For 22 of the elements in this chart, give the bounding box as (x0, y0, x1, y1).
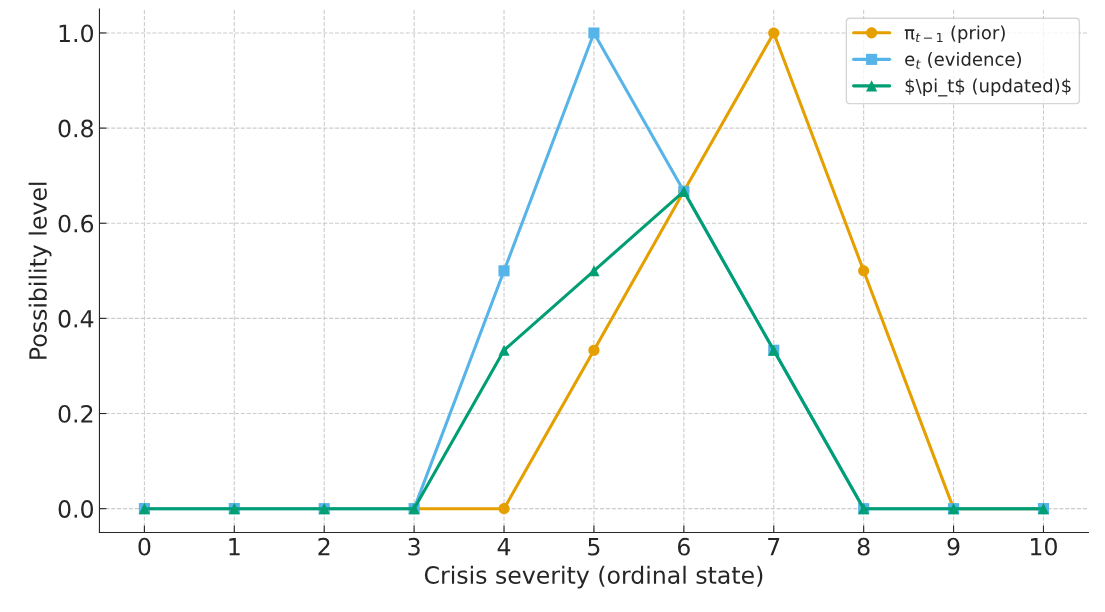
x-tick-label: 4 (497, 538, 511, 556)
x-tick-label: 0 (138, 537, 151, 556)
x-tick-label: 3 (408, 537, 420, 556)
x-tick-label: 8 (857, 537, 870, 556)
x-tick-label: 10 (1031, 537, 1057, 556)
x-tick-label: 9 (947, 537, 960, 556)
x-tick-label: 5 (588, 538, 600, 556)
x-tick-label: 1 (229, 538, 240, 556)
legend-label: e$_{t}$ (evidence) (905, 51, 1021, 69)
y-tick-label: 0.4 (58, 309, 94, 328)
x-axis-title: Crisis severity (ordinal state) (424, 565, 763, 589)
x-tick-label: 6 (677, 537, 690, 556)
y-tick-label: 0.6 (58, 214, 94, 233)
legend-label: π$_{t−1}$ (prior) (904, 25, 1005, 43)
y-axis-title: Possibility level (28, 182, 52, 359)
y-tick-label: 0.0 (58, 500, 94, 518)
legend-label: $\pi_t$ (updated)$ (905, 78, 1071, 97)
x-tick-label: 2 (318, 537, 330, 556)
y-tick-label: 1.0 (59, 24, 94, 43)
y-tick-label: 0.8 (58, 119, 93, 138)
x-tick-label: 7 (768, 538, 780, 556)
y-tick-label: 0.2 (58, 404, 93, 423)
